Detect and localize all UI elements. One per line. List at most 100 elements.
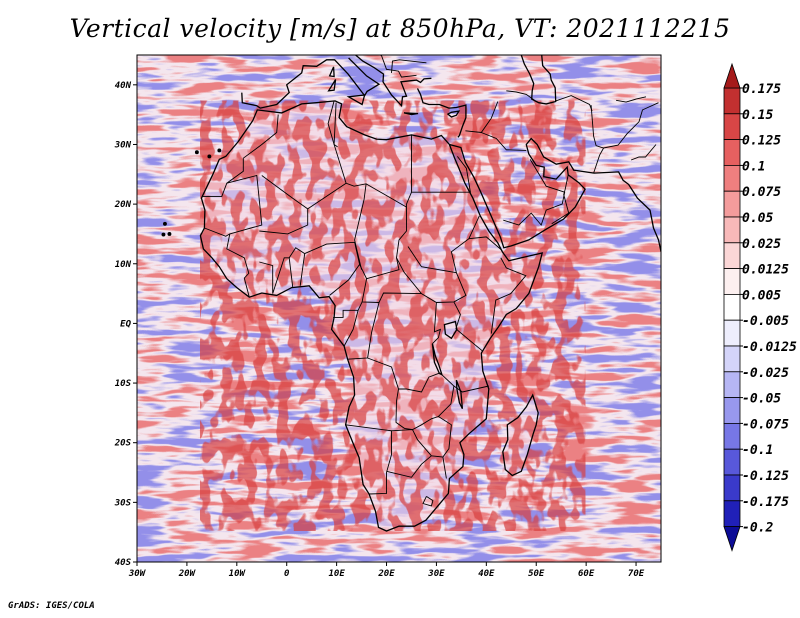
colorbar-label: 0.0125: [742, 263, 789, 278]
country-border: [391, 59, 427, 73]
country-border: [503, 159, 566, 226]
country-border: [630, 144, 657, 161]
africa-field-pattern: [200, 100, 586, 532]
sicily-coast: [346, 94, 366, 106]
lat-tick-label: 20N: [114, 200, 132, 210]
colorbar-box: [723, 268, 741, 295]
levant-coast: [416, 88, 467, 138]
country-border: [226, 233, 250, 298]
country-border: [391, 429, 447, 479]
lon-tick-label: 20E: [377, 569, 395, 579]
colorbar-top-arrow: [723, 62, 741, 89]
country-border: [288, 247, 306, 286]
lat-tick-label: 40S: [115, 558, 132, 568]
colorbar-label: 0.1: [742, 159, 765, 174]
island-dot: [207, 154, 212, 159]
country-border: [307, 134, 412, 210]
island-dot: [194, 150, 199, 155]
colorbar-label: 0.075: [742, 185, 781, 200]
lake-victoria: [443, 320, 458, 340]
colorbar-box: [723, 87, 741, 115]
island-dot: [167, 231, 172, 236]
island-dot: [161, 232, 166, 237]
country-border: [343, 310, 359, 347]
lat-tick-label: 30N: [114, 140, 132, 150]
country-border: [551, 174, 570, 225]
crete-coast: [403, 112, 419, 116]
africa-coast: [199, 100, 544, 532]
country-border: [590, 102, 659, 149]
colorbar-label: -0.05: [742, 392, 781, 407]
colorbar-label: -0.025: [742, 366, 789, 381]
caspian-coast: [520, 55, 557, 105]
country-border: [616, 96, 647, 103]
colorbar-label: -0.2: [742, 521, 773, 536]
country-border: [347, 302, 380, 360]
country-border: [422, 496, 434, 507]
country-border: [481, 132, 527, 151]
colorbar-label: 0.15: [742, 108, 773, 123]
island-dot: [217, 148, 222, 153]
colorbar-label: 0.05: [742, 211, 773, 226]
lon-tick-label: 50E: [528, 569, 545, 579]
lon-tick-label: 70E: [628, 569, 645, 579]
colorbar-label: 0.125: [742, 134, 781, 149]
country-border: [593, 147, 604, 174]
country-border: [379, 55, 417, 78]
colorbar-label: -0.1: [742, 443, 773, 458]
map-frame: [136, 54, 662, 563]
arabia-coast: [449, 137, 661, 252]
lon-tick-label: 10W: [229, 569, 247, 579]
colorbar-label: 0.025: [742, 237, 781, 252]
lon-tick-label: 30W: [128, 569, 147, 579]
lon-tick-label: 60E: [578, 569, 595, 579]
country-border: [243, 114, 279, 159]
country-border: [438, 416, 452, 458]
colorbar-box: [723, 371, 741, 398]
europe-coast: [241, 57, 381, 109]
lon-tick-label: 40E: [478, 569, 495, 579]
colorbar-box: [723, 319, 741, 347]
colorbar-label: 0.175: [742, 82, 781, 97]
lon-tick-label: 20W: [178, 569, 197, 579]
lake-tanganyika: [431, 343, 443, 376]
colorbar: 0.175 0.15 0.125 0.1 0.075 0.05 0.025 0.0125 0.0…: [723, 62, 797, 552]
cyprus-coast: [446, 110, 461, 118]
country-border: [259, 175, 309, 235]
map-panel: [136, 54, 662, 563]
colorbar-box: [723, 345, 741, 373]
colorbar-label: -0.075: [742, 417, 789, 432]
country-border: [453, 301, 483, 352]
country-border: [432, 302, 442, 345]
balkan-coast: [355, 55, 432, 108]
colorbar-box: [723, 293, 741, 321]
latitude-axis: 40N 30N 20N 10N EQ 10S 20S 30S 40S: [114, 81, 137, 568]
country-border: [555, 95, 593, 112]
grads-credit: GrADS: IGES/COLA: [8, 601, 95, 611]
madagascar-coast: [502, 393, 539, 477]
country-border: [407, 246, 457, 274]
lon-tick-label: 30E: [427, 569, 445, 579]
colorbar-box: [723, 474, 741, 502]
country-border: [354, 183, 367, 270]
country-border: [395, 372, 455, 431]
country-border: [304, 241, 361, 296]
lon-tick-label: 10E: [328, 569, 345, 579]
country-border: [465, 101, 499, 133]
lat-tick-label: 40N: [115, 81, 132, 91]
colorbar-box: [723, 139, 741, 166]
lat-tick-label: 30S: [114, 498, 132, 508]
lat-tick-label: 10N: [115, 260, 132, 270]
corsica-coast: [328, 66, 335, 78]
country-border: [386, 455, 432, 478]
colorbar-box: [723, 242, 741, 270]
colorbar-box: [723, 448, 741, 476]
colorbar-label: 0.005: [742, 288, 781, 303]
sardinia-coast: [327, 79, 337, 92]
country-border: [359, 257, 400, 280]
lon-tick-label: 0: [284, 569, 290, 579]
colorbar-label: -0.005: [742, 314, 789, 329]
country-border: [457, 156, 471, 193]
colorbar-box: [723, 113, 741, 141]
